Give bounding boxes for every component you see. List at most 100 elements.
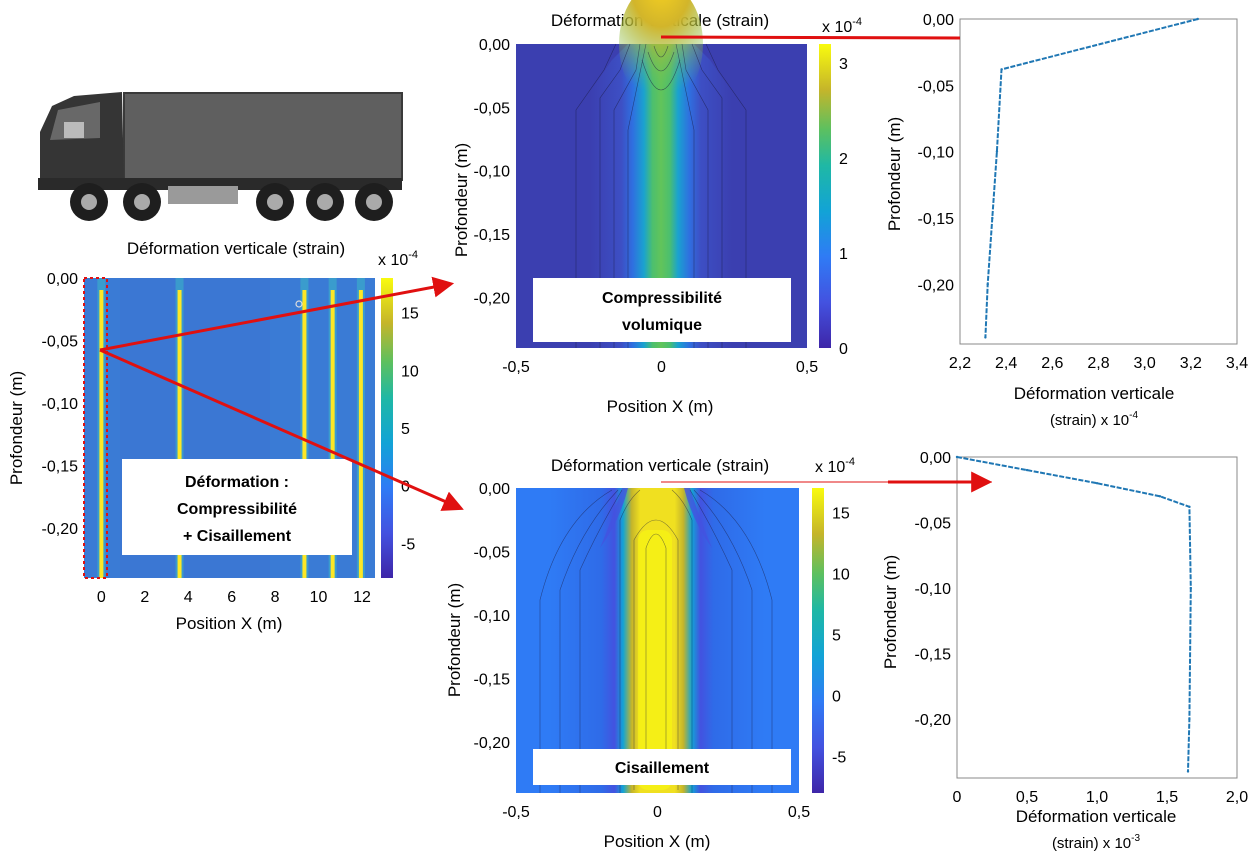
wheel-stripe-2 bbox=[302, 290, 307, 578]
compress-ytick-label-3: -0,15 bbox=[474, 227, 511, 244]
chart-profile-compress-y-ticks: 0,00 -0,05 -0,10 -0,15 -0,20 bbox=[918, 12, 955, 294]
pc-xtick-label-2: 2,6 bbox=[1041, 355, 1063, 372]
pc-xtick-label-1: 2,4 bbox=[995, 355, 1017, 372]
chart-profile-compress-series bbox=[984, 17, 1199, 339]
chart-profile-compress-ylabel: Profondeur (m) bbox=[885, 117, 904, 231]
svg-text:x 10-4: x 10-4 bbox=[822, 16, 862, 36]
chart-full-xlabel: Position X (m) bbox=[176, 614, 283, 633]
full-xtick-label-2: 4 bbox=[184, 589, 193, 606]
truck-icon bbox=[38, 92, 403, 221]
chart-profile-shear-xlabel2: (strain) x 10 bbox=[1052, 835, 1131, 852]
shear-colorbar-tick-2: 5 bbox=[832, 627, 841, 644]
arrow-to-shear bbox=[99, 348, 464, 511]
ps-xtick-label-1: 0,5 bbox=[1016, 789, 1038, 806]
pc-point-4 bbox=[986, 283, 989, 286]
wheel-stripe-1 bbox=[177, 290, 182, 578]
compress-ytick-label-1: -0,05 bbox=[474, 100, 511, 117]
annotation-line-2: Compressibilité bbox=[177, 501, 297, 518]
chart-profile-compress-plot-area bbox=[959, 18, 1238, 345]
full-xtick-label-1: 2 bbox=[140, 589, 149, 606]
compress-colorbar-tick-0: 3 bbox=[839, 56, 848, 73]
compress-colorbar-tick-1: 2 bbox=[839, 151, 848, 168]
chart-compress-colorbar bbox=[819, 44, 831, 348]
full-colorbar-tick-0: 15 bbox=[401, 306, 419, 323]
chart-full: Déformation verticale (strain) x 10-4 15… bbox=[7, 239, 419, 633]
full-xtick-label-6: 12 bbox=[353, 589, 371, 606]
chart-shear: Déformation verticale (strain) x 10-4 15… bbox=[445, 456, 855, 851]
chart-shear-y-ticks: 0,00 -0,05 -0,10 -0,15 -0,20 bbox=[474, 481, 511, 752]
chart-compress-contours bbox=[575, 43, 747, 348]
pc-ytick-label-1: -0,05 bbox=[918, 78, 955, 95]
chart-full-ylabel: Profondeur (m) bbox=[7, 371, 26, 485]
chart-profile-compress: 0,00 -0,05 -0,10 -0,15 -0,20 2,2 2,4 2,6 2,8 3,0… bbox=[885, 12, 1248, 429]
shear-ytick-label-3: -0,15 bbox=[474, 672, 511, 689]
pc-ytick-label-4: -0,20 bbox=[918, 277, 955, 294]
chart-compress-y-ticks: 0,00 -0,05 -0,10 -0,15 -0,20 bbox=[474, 37, 511, 307]
arrow-to-compress bbox=[99, 276, 455, 352]
svg-text:x 10-4: x 10-4 bbox=[378, 249, 418, 269]
shear-xtick-label-0: -0,5 bbox=[502, 804, 530, 821]
chart-compress-xlabel: Position X (m) bbox=[607, 397, 714, 416]
chart-shear-colorbar-ticks: 15 10 5 0 -5 bbox=[832, 505, 850, 766]
chart-profile-shear-x-ticks: 0 0,5 1,0 1,5 2,0 bbox=[953, 789, 1249, 806]
chart-full-colorbar-ticks: 15 10 5 0 -5 bbox=[401, 306, 419, 554]
chart-shear-colorbar bbox=[812, 488, 824, 793]
compress-colorbar-tick-3: 0 bbox=[839, 341, 848, 358]
full-xtick-label-0: 0 bbox=[97, 589, 106, 606]
ps-ytick-label-1: -0,05 bbox=[915, 516, 952, 533]
wheel-stripe-4 bbox=[358, 290, 363, 578]
shear-ytick-label-1: -0,05 bbox=[474, 545, 511, 562]
chart-compress: Déformation verticale (strain) x 10-4 32… bbox=[452, 0, 862, 416]
chart-profile-shear-xlabel: Déformation verticale bbox=[1016, 807, 1177, 826]
ps-ytick-label-3: -0,15 bbox=[915, 647, 952, 664]
chart-compress-ylabel: Profondeur (m) bbox=[452, 143, 471, 257]
connector-arrows bbox=[99, 35, 993, 511]
chart-shear-ylabel: Profondeur (m) bbox=[445, 583, 464, 697]
pc-xtick-label-5: 3,2 bbox=[1180, 355, 1202, 372]
chart-full-colorbar bbox=[381, 278, 393, 578]
annotation-line-1: Déformation : bbox=[185, 474, 289, 491]
pc-xtick-label-0: 2,2 bbox=[949, 355, 971, 372]
pc-point-2 bbox=[995, 150, 999, 153]
ps-point-2 bbox=[1095, 482, 1099, 485]
pc-series-line bbox=[984, 18, 1199, 338]
svg-text:x 10-4: x 10-4 bbox=[815, 456, 855, 476]
chart-full-y-ticks: 0,00 -0,05 -0,10 -0,15 -0,20 bbox=[42, 271, 79, 538]
chart-shear-contours bbox=[539, 489, 773, 793]
shear-colorbar-tick-4: -5 bbox=[832, 749, 846, 766]
chart-compress-annotation-box bbox=[533, 278, 791, 342]
pc-point-0 bbox=[1196, 17, 1199, 21]
pc-xtick-label-4: 3,0 bbox=[1134, 355, 1156, 372]
ps-ytick-label-4: -0,20 bbox=[915, 712, 952, 729]
shear-xtick-label-2: 0,5 bbox=[788, 804, 810, 821]
chart-full-x-ticks: 0 2 4 6 8 10 12 bbox=[97, 589, 371, 606]
pc-xtick-label-6: 3,4 bbox=[1226, 355, 1248, 372]
pc-point-1 bbox=[1000, 68, 1003, 71]
chart-compress-multiplier-exp: -4 bbox=[852, 16, 862, 28]
chart-profile-shear: 0,00 -0,05 -0,10 -0,15 -0,20 0 0,5 1,0 1,5 2,0 D… bbox=[881, 450, 1248, 852]
full-ytick-label-1: -0,05 bbox=[42, 334, 79, 351]
ps-point-1 bbox=[1025, 468, 1029, 472]
shear-colorbar-tick-0: 15 bbox=[832, 505, 850, 522]
ps-point-7 bbox=[1186, 770, 1190, 773]
full-xtick-label-3: 6 bbox=[227, 589, 236, 606]
full-xtick-label-4: 8 bbox=[271, 589, 280, 606]
compress-ytick-label-4: -0,20 bbox=[474, 290, 511, 307]
chart-profile-shear-xlabel2-exp: -3 bbox=[1131, 833, 1140, 844]
chart-shear-x-ticks: -0,5 0 0,5 bbox=[502, 804, 810, 821]
ps-point-3 bbox=[1158, 495, 1162, 498]
wheel-stripe-3 bbox=[330, 290, 335, 578]
chart-profile-compress-x-ticks: 2,2 2,4 2,6 2,8 3,0 3,2 3,4 bbox=[949, 355, 1248, 372]
chart-profile-compress-xlabel: Déformation verticale bbox=[1014, 384, 1175, 403]
annotation-line-3: + Cisaillement bbox=[183, 528, 292, 545]
compress-xtick-label-2: 0,5 bbox=[796, 359, 818, 376]
ps-point-6 bbox=[1188, 717, 1191, 721]
full-ytick-label-4: -0,20 bbox=[42, 521, 79, 538]
ps-xtick-label-3: 1,5 bbox=[1156, 789, 1178, 806]
shear-xtick-label-1: 0 bbox=[653, 804, 662, 821]
chart-profile-shear-y-ticks: 0,00 -0,05 -0,10 -0,15 -0,20 bbox=[915, 450, 952, 729]
chart-compress-x-ticks: -0,5 0 0,5 bbox=[502, 359, 818, 376]
shear-ytick-label-2: -0,10 bbox=[474, 608, 511, 625]
full-ytick-label-3: -0,15 bbox=[42, 459, 79, 476]
